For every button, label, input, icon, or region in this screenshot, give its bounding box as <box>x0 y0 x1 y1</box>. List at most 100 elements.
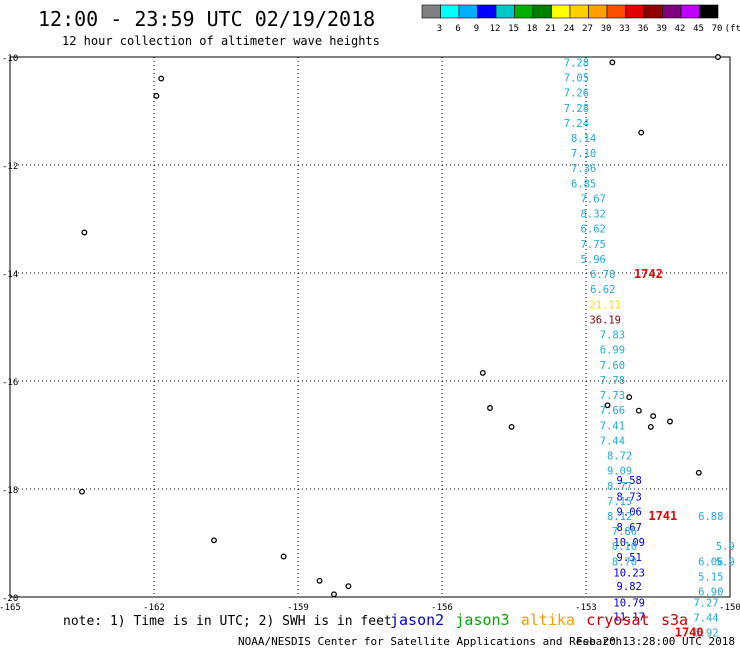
colorbar-swatch <box>440 4 460 19</box>
swh-value-label: 7.78 <box>600 375 625 387</box>
legend-entry: cryosat <box>586 611 649 629</box>
colorbar-swatch <box>477 4 497 19</box>
swh-value-label: 8.12 <box>607 511 632 523</box>
colorbar-swatch <box>458 4 478 19</box>
chart-subtitle: 12 hour collection of altimeter wave hei… <box>62 34 380 48</box>
island-outline <box>667 418 673 425</box>
colorbar-label: (ft) <box>725 24 740 34</box>
colorbar-label: 18 <box>527 24 538 34</box>
island-outline <box>647 423 654 430</box>
y-tick-label: -18 <box>2 486 18 496</box>
swh-value-label: 7.44 <box>600 435 625 447</box>
island-outline <box>695 469 702 476</box>
x-tick-label: -162 <box>143 603 165 613</box>
swh-value-label: 7.83 <box>600 330 625 342</box>
island-outline <box>609 59 616 66</box>
colorbar-label: 6 <box>455 24 460 34</box>
swh-value-label: 9.09 <box>607 466 632 478</box>
y-tick-label: -12 <box>2 162 18 172</box>
swh-value-label: 7.75 <box>581 239 606 251</box>
colorbar-label: 42 <box>675 24 686 34</box>
colorbar-label: 9 <box>474 24 479 34</box>
island-outline <box>715 54 721 60</box>
pass-annotation: 1740 <box>675 626 704 640</box>
colorbar-label: 30 <box>601 24 612 34</box>
swh-value-label: 10.09 <box>613 537 645 549</box>
colorbar-swatch <box>532 4 552 19</box>
colorbar-swatch <box>662 4 682 19</box>
swh-value-label: 8.77 <box>607 481 632 493</box>
pass-annotation: 1742 <box>634 267 663 281</box>
plot-area: -165 -162 -159 -156 -153 -150 -10 -12 -14 -16 -18 -… <box>0 54 740 640</box>
swh-value-label: 8.72 <box>607 451 632 463</box>
swh-value-label: 7.86 <box>612 526 637 538</box>
colorbar-label: 27 <box>582 24 593 34</box>
legend-entry: jason2 <box>390 611 444 629</box>
legend-entry: altika <box>521 611 575 629</box>
chart-title: 12:00 - 23:59 UTC 02/19/2018 <box>38 7 375 31</box>
island-outline <box>158 75 165 82</box>
colorbar-swatch <box>495 4 515 19</box>
colorbar-swatch <box>625 4 645 19</box>
colorbar-label: 36 <box>638 24 649 34</box>
swh-value-label: 7.36 <box>571 163 596 175</box>
swh-value-label: 8.10 <box>612 541 637 553</box>
swh-value-label: 8.67 <box>617 522 642 534</box>
colorbar-swatch <box>551 4 571 19</box>
swh-value-label: 6.99 <box>600 345 625 357</box>
colorbar-swatch <box>421 4 441 19</box>
swh-value-label: 7.27 <box>693 597 718 609</box>
swh-value-label: 5.15 <box>698 571 723 583</box>
swh-value-label: 9.82 <box>617 581 642 593</box>
swh-value-label: 7.15 <box>607 496 632 508</box>
island-outline <box>626 394 633 401</box>
colorbar-swatch <box>643 4 663 19</box>
swh-value-label: 8.73 <box>617 492 642 504</box>
swh-value-label: 6.92 <box>693 628 718 640</box>
island-outline <box>316 577 323 584</box>
swh-value-label: 36.19 <box>589 314 621 326</box>
x-tick-label: -165 <box>0 603 21 613</box>
colorbar-swatch <box>680 4 700 19</box>
colorbar-swatch <box>588 4 608 19</box>
legend: jason2 jason3 altika cryosat s3a <box>390 611 688 629</box>
swh-value-label: 7.73 <box>600 390 625 402</box>
island-outline <box>280 553 287 560</box>
island-outline <box>638 129 645 136</box>
footer-note: note: 1) Time is in UTC; 2) SWH is in fe… <box>63 614 392 629</box>
swh-value-label: 7.28 <box>564 57 589 69</box>
swh-value-label: 7.41 <box>600 420 625 432</box>
x-tick-label: -150 <box>719 603 740 613</box>
y-tick-label: -10 <box>2 54 18 64</box>
y-tick-label: -20 <box>2 594 18 604</box>
swh-value-label: 7.67 <box>581 193 606 205</box>
colorbar-label: 12 <box>490 24 501 34</box>
footer-credit: NOAA/NESDIS Center for Satellite Applica… <box>238 635 622 648</box>
legend-entry: s3a <box>661 611 688 629</box>
colorbar-label: 45 <box>693 24 704 34</box>
y-tick-label: -16 <box>2 378 18 388</box>
swh-value-label: 7.44 <box>693 613 718 625</box>
island-outline <box>650 413 657 420</box>
swh-value-label: 6.78 <box>590 269 615 281</box>
colorbar-label: 21 <box>545 24 556 34</box>
island-outline <box>345 583 352 590</box>
island-outline <box>79 488 85 495</box>
colorbar-swatch <box>514 4 534 19</box>
y-tick-label: -14 <box>2 270 18 280</box>
swh-value-label: 6.88 <box>698 511 723 523</box>
swh-value-label: 7.28 <box>564 103 589 115</box>
legend-entry: jason3 <box>455 611 509 629</box>
swh-value-label: 6.06 <box>698 556 723 568</box>
colorbar-swatch <box>606 4 626 19</box>
swh-value-label: 9.06 <box>617 507 642 519</box>
island-outline <box>604 402 611 409</box>
island-outline <box>81 229 88 236</box>
swh-value-label: 10.79 <box>613 597 645 609</box>
swh-value-label: 7.26 <box>564 88 589 100</box>
swh-value-label: 21.11 <box>589 299 621 311</box>
colorbar-label: 33 <box>619 24 630 34</box>
island-outline <box>153 92 160 99</box>
